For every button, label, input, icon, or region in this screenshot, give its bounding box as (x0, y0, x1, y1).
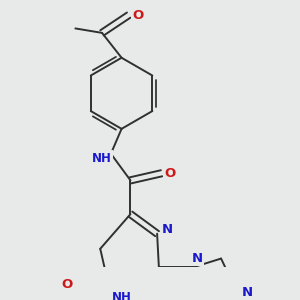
Text: O: O (132, 9, 143, 22)
Text: O: O (62, 278, 73, 291)
Text: N: N (191, 252, 203, 265)
Text: O: O (165, 167, 176, 180)
Text: N: N (242, 286, 253, 299)
Text: NH: NH (92, 152, 112, 165)
Text: N: N (162, 223, 173, 236)
Text: NH: NH (112, 291, 131, 300)
